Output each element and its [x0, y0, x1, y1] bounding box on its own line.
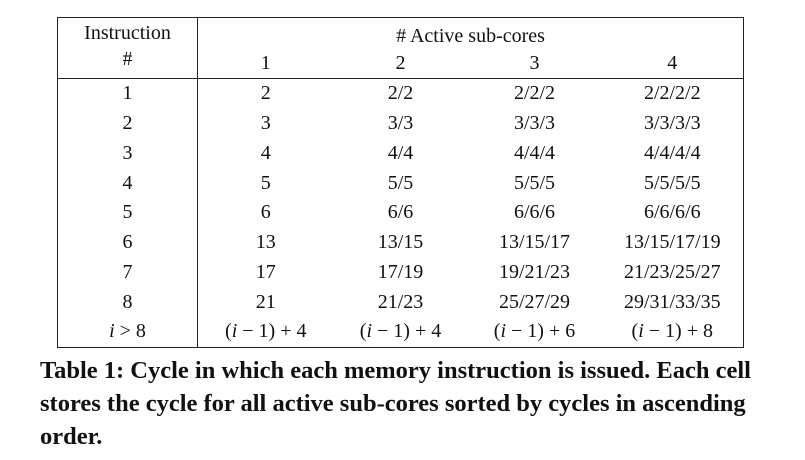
cycle-cell: (i − 1) + 8: [601, 317, 745, 348]
cycle-cell: 19/21/23: [498, 260, 571, 283]
cycle-cell: 29/31/33/35: [601, 287, 745, 317]
table-row: 2 3 3/3 3/3/3 3/3/3/3: [57, 108, 745, 139]
table-row: 6 13 13/15 13/15/17 13/15/17/19: [57, 227, 745, 258]
cycle-cell: 2/2: [387, 82, 414, 105]
header-subcore-3: 3: [467, 48, 602, 79]
header-subcore-2: 2: [333, 48, 468, 79]
instruction-cell: 3: [57, 138, 198, 169]
cycle-cell: 17/19: [377, 260, 424, 283]
header-instruction: Instruction: [57, 17, 198, 48]
cycle-cell: 5/5/5: [513, 171, 556, 194]
cycle-cell: 25/27/29: [498, 290, 571, 313]
header-subcore-1: 1: [197, 48, 334, 79]
cycle-cell: 2/2/2/2: [601, 78, 745, 109]
cycle-cell: 3: [260, 112, 271, 135]
instruction-cell: 2: [57, 108, 198, 139]
cycle-cell: 21/23/25/27: [601, 257, 745, 288]
cycle-cell: 13/15/17: [498, 231, 571, 254]
cycle-cell: 13: [255, 231, 276, 254]
instruction-cell: 8: [57, 287, 198, 317]
table-caption: Table 1: Cycle in which each memory inst…: [40, 357, 751, 450]
table-row: 5 6 6/6 6/6/6 6/6/6/6: [57, 198, 745, 228]
cycle-cell: 13/15/17/19: [601, 227, 745, 258]
cycle-cell: (i − 1) + 6: [467, 317, 602, 348]
table-row: 7 17 17/19 19/21/23 21/23/25/27: [57, 257, 745, 288]
table-row: 3 4 4/4 4/4/4 4/4/4/4: [57, 138, 745, 169]
cycle-cell: 5/5/5/5: [601, 168, 745, 198]
cycle-cell: 5: [260, 171, 271, 194]
cycle-cell: 5/5: [387, 171, 414, 194]
cycle-table: Instruction # Active sub-cores # 1 2 3 4…: [57, 17, 745, 348]
cycle-cell: 4/4: [387, 141, 414, 164]
cycle-cell: 3/3/3: [513, 112, 556, 135]
instruction-cell: 5: [57, 198, 198, 228]
table-row: i > 8 (i − 1) + 4 (i − 1) + 4 (i − 1) + 6 (i…: [57, 317, 745, 348]
cycle-cell: 13/15: [377, 231, 424, 254]
table-row: 4 5 5/5 5/5/5 5/5/5/5: [57, 168, 745, 198]
cycle-cell: 2: [260, 82, 271, 105]
cycle-cell: 6/6/6: [513, 201, 556, 224]
results-table-container: Instruction # Active sub-cores # 1 2 3 4…: [57, 17, 745, 348]
cycle-cell: (i − 1) + 4: [333, 317, 468, 348]
cycle-cell: 4/4/4: [513, 141, 556, 164]
cycle-cell: 3/3/3/3: [601, 108, 745, 139]
header-subcore-4: 4: [601, 48, 745, 79]
cycle-cell: (i − 1) + 4: [197, 317, 334, 348]
cycle-cell: 21/23: [377, 290, 424, 313]
instruction-cell: 7: [57, 257, 198, 288]
cycle-cell: 4/4/4/4: [601, 138, 745, 169]
cycle-cell: 17: [255, 260, 276, 283]
instruction-cell: 6: [57, 227, 198, 258]
cycle-cell: 6/6/6/6: [601, 198, 745, 228]
instruction-cell: 1: [57, 78, 198, 109]
cycle-cell: 3/3: [387, 112, 414, 135]
cycle-cell: 21: [255, 290, 276, 313]
cycle-cell: 6: [260, 201, 271, 224]
table-row: 1 2 2/2 2/2/2 2/2/2/2: [57, 78, 745, 109]
instruction-cell: i > 8: [57, 317, 198, 348]
table-body: 1 2 2/2 2/2/2 2/2/2/2 2 3 3/3 3/3/3 3/3/3/3 3 4 4/4 4…: [57, 78, 745, 348]
instruction-cell: 4: [57, 168, 198, 198]
table-row: 8 21 21/23 25/27/29 29/31/33/35: [57, 287, 745, 317]
cycle-cell: 6/6: [387, 201, 414, 224]
header-active-subcores: # Active sub-cores: [197, 17, 745, 48]
cycle-cell: 4: [260, 141, 271, 164]
header-instruction-number: #: [57, 48, 198, 79]
cycle-cell: 2/2/2: [513, 82, 556, 105]
